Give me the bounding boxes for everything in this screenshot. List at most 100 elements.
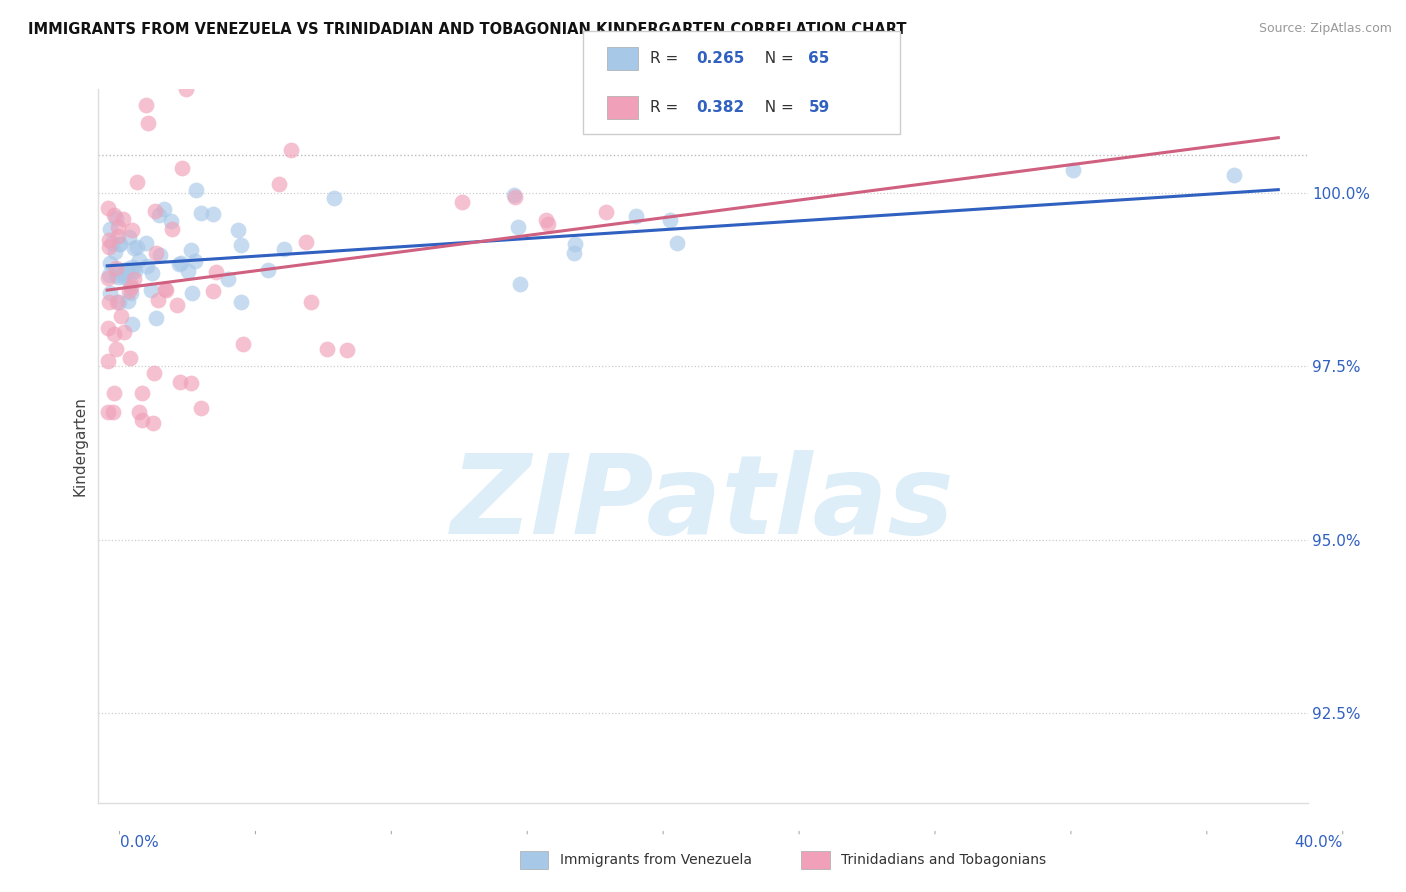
- Point: [125, 240, 148, 254]
- Point: [108, 295, 131, 310]
- Point: [217, 272, 239, 286]
- Point: [104, 245, 127, 260]
- Point: [110, 309, 132, 323]
- Point: [107, 237, 129, 252]
- Point: [201, 207, 224, 221]
- Point: [226, 223, 249, 237]
- Point: [231, 238, 253, 252]
- Point: [143, 203, 166, 218]
- Point: [122, 272, 145, 286]
- Point: [105, 211, 128, 226]
- Point: [143, 367, 166, 381]
- Point: [136, 260, 159, 274]
- Point: [107, 228, 129, 243]
- Text: 40.0%: 40.0%: [1295, 836, 1343, 850]
- Point: [124, 263, 146, 277]
- Text: ZIPatlas: ZIPatlas: [451, 450, 955, 557]
- Point: [101, 405, 124, 419]
- Point: [506, 219, 529, 234]
- Point: [256, 263, 278, 277]
- Point: [131, 413, 153, 427]
- Point: [112, 267, 135, 281]
- Point: [336, 343, 359, 357]
- Text: 59: 59: [808, 100, 830, 115]
- Point: [103, 386, 125, 401]
- Point: [184, 183, 207, 197]
- Point: [273, 243, 295, 257]
- Point: [155, 283, 177, 297]
- Point: [169, 375, 191, 389]
- Point: [128, 253, 150, 268]
- Point: [564, 237, 586, 252]
- Point: [97, 201, 120, 215]
- Point: [536, 218, 558, 232]
- Point: [107, 220, 129, 235]
- Text: Source: ZipAtlas.com: Source: ZipAtlas.com: [1258, 22, 1392, 36]
- Point: [117, 261, 139, 276]
- Point: [202, 284, 225, 298]
- Point: [135, 98, 157, 112]
- Point: [503, 189, 526, 203]
- Point: [98, 255, 121, 269]
- Point: [562, 246, 585, 260]
- Point: [139, 283, 162, 297]
- Text: N =: N =: [755, 51, 799, 66]
- Point: [101, 235, 124, 250]
- Text: R =: R =: [650, 51, 683, 66]
- Text: 0.265: 0.265: [696, 51, 744, 66]
- Point: [117, 294, 139, 309]
- Point: [121, 223, 143, 237]
- Text: Trinidadians and Tobagonians: Trinidadians and Tobagonians: [841, 853, 1046, 867]
- Point: [536, 213, 558, 227]
- Point: [98, 240, 121, 254]
- Point: [118, 229, 141, 244]
- Text: IMMIGRANTS FROM VENEZUELA VS TRINIDADIAN AND TOBAGONIAN KINDERGARTEN CORRELATION: IMMIGRANTS FROM VENEZUELA VS TRINIDADIAN…: [28, 22, 907, 37]
- Point: [97, 321, 120, 335]
- Point: [105, 294, 128, 309]
- Point: [160, 221, 183, 235]
- Point: [160, 214, 183, 228]
- Point: [190, 206, 212, 220]
- Point: [98, 221, 121, 235]
- Point: [509, 277, 531, 291]
- Text: R =: R =: [650, 100, 683, 115]
- Text: Immigrants from Venezuela: Immigrants from Venezuela: [560, 853, 752, 867]
- Point: [170, 256, 193, 270]
- Point: [315, 342, 337, 356]
- Point: [148, 293, 170, 308]
- Point: [120, 351, 142, 366]
- Text: 0.382: 0.382: [696, 100, 744, 115]
- Point: [124, 242, 146, 256]
- Point: [153, 202, 176, 216]
- Point: [595, 205, 617, 219]
- Point: [97, 405, 120, 419]
- Point: [141, 266, 163, 280]
- Point: [145, 246, 167, 260]
- Point: [184, 253, 207, 268]
- Point: [136, 116, 159, 130]
- Point: [145, 311, 167, 326]
- Point: [97, 295, 120, 310]
- Point: [97, 353, 120, 368]
- Point: [104, 343, 127, 357]
- Point: [180, 243, 202, 257]
- Point: [190, 401, 212, 415]
- Point: [166, 298, 188, 312]
- Point: [111, 211, 134, 226]
- Point: [112, 325, 135, 339]
- Point: [180, 286, 202, 301]
- Point: [121, 317, 143, 331]
- Point: [131, 386, 153, 401]
- Point: [666, 235, 689, 250]
- Text: 65: 65: [808, 51, 830, 66]
- Point: [121, 260, 143, 275]
- Point: [451, 194, 474, 209]
- Point: [107, 269, 129, 284]
- Point: [110, 237, 132, 252]
- Point: [659, 213, 682, 227]
- Point: [135, 235, 157, 250]
- Point: [97, 271, 120, 285]
- Text: 0.0%: 0.0%: [120, 836, 159, 850]
- Point: [299, 295, 322, 310]
- Point: [295, 235, 318, 249]
